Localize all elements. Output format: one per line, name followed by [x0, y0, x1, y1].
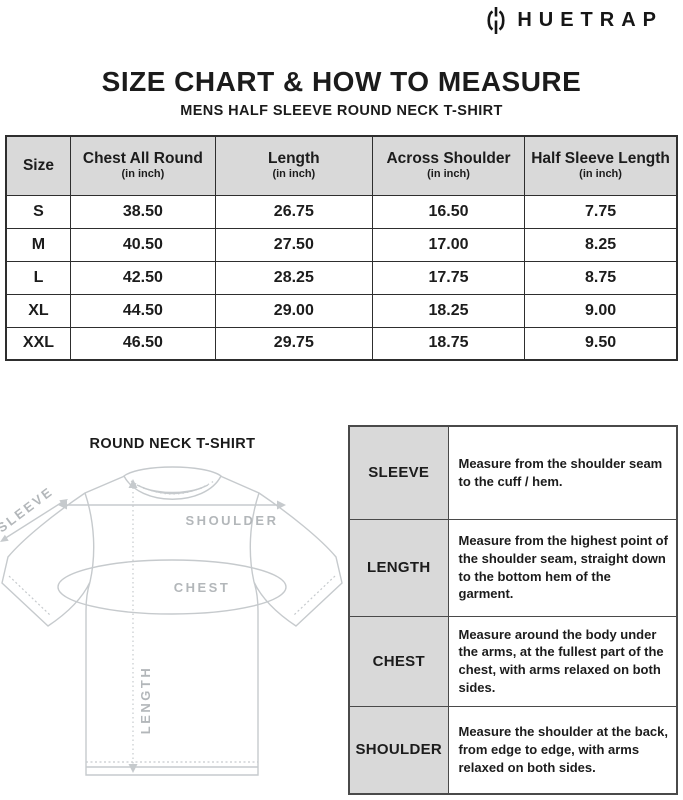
measure-description-cell: Measure around the body under the arms, …: [447, 615, 678, 707]
measure-label-cell: LENGTH: [348, 518, 449, 617]
length-arrow-top-icon: [128, 479, 138, 488]
size-table-header: Size Chest All Round (in inch) Length (in in…: [5, 135, 678, 196]
column-unit-label: (in inch): [579, 168, 622, 181]
size-cell: XXL: [5, 326, 71, 361]
measurement-cell: 9.00: [524, 293, 678, 328]
diagram-label-length: LENGTH: [138, 666, 153, 734]
size-table-row: XL 44.50 29.00 18.25 9.00: [5, 293, 678, 328]
measurement-cell: 38.50: [69, 194, 216, 229]
size-cell: L: [5, 260, 71, 295]
size-table-column-header: Chest All Round (in inch): [69, 135, 216, 196]
size-table-column-header: Length (in inch): [214, 135, 373, 196]
size-cell: XL: [5, 293, 71, 328]
diagram-title: ROUND NECK T-SHIRT: [89, 436, 256, 452]
size-table-row: S 38.50 26.75 16.50 7.75: [5, 194, 678, 229]
measure-table-row: SLEEVE Measure from the shoulder seam to …: [348, 425, 678, 520]
measurement-cell: 26.75: [214, 194, 373, 229]
column-unit-label: (in inch): [121, 168, 165, 181]
size-table-header-row: Size Chest All Round (in inch) Length (in in…: [5, 135, 678, 196]
sleeve-arrow-bottom-icon: [0, 534, 9, 542]
size-table-row: L 42.50 28.25 17.75 8.75: [5, 260, 678, 295]
brand-logo: HUETRAP: [484, 7, 663, 34]
size-table-row: M 40.50 27.50 17.00 8.25: [5, 227, 678, 262]
collar-inner-2: [142, 487, 203, 494]
measurement-cell: 7.75: [524, 194, 678, 229]
measurement-cell: 17.00: [371, 227, 526, 262]
measurement-cell: 29.75: [214, 326, 373, 361]
collar: [123, 466, 222, 500]
measure-table-row: SHOULDER Measure the shoulder at the back…: [348, 705, 678, 795]
measurement-cell: 16.50: [371, 194, 526, 229]
shoulder-arrow-right-icon: [277, 500, 286, 510]
column-label: Size: [22, 156, 54, 174]
measurement-cell: 28.25: [214, 260, 373, 295]
measure-table: SLEEVE Measure from the shoulder seam to …: [348, 425, 678, 795]
measurement-cell: 46.50: [69, 326, 216, 361]
size-table: Size Chest All Round (in inch) Length (in in…: [5, 135, 678, 361]
measure-label-cell: CHEST: [348, 615, 449, 707]
diagram-label-shoulder: SHOULDER: [186, 513, 279, 528]
measure-table-body: SLEEVE Measure from the shoulder seam to …: [348, 425, 678, 795]
measurement-cell: 17.75: [371, 260, 526, 295]
page-subtitle: MENS HALF SLEEVE ROUND NECK T-SHIRT: [180, 103, 503, 119]
measure-description-cell: Measure the shoulder at the back, from e…: [447, 705, 678, 795]
measurement-cell: 42.50: [69, 260, 216, 295]
size-table-column-header: Half Sleeve Length (in inch): [524, 135, 678, 196]
measurement-cell: 18.75: [371, 326, 526, 361]
sleeve-measure-line: [3, 500, 65, 540]
column-label: Length: [268, 150, 320, 168]
size-table-row: XXL 46.50 29.75 18.75 9.50: [5, 326, 678, 361]
left-cuff-stitch: [8, 575, 51, 616]
measurement-cell: 27.50: [214, 227, 373, 262]
size-table-column-header: Across Shoulder (in inch): [371, 135, 526, 196]
brand-name: HUETRAP: [517, 9, 663, 31]
page-title: SIZE CHART & HOW TO MEASURE: [101, 66, 582, 97]
right-cuff-stitch: [293, 575, 336, 616]
column-unit-label: (in inch): [272, 168, 316, 181]
measure-label-cell: SHOULDER: [348, 705, 449, 795]
measurement-cell: 29.00: [214, 293, 373, 328]
column-label: Half Sleeve Length: [531, 150, 670, 168]
measurement-cell: 8.75: [524, 260, 678, 295]
right-sleeve-seam: [249, 492, 260, 583]
measure-label-cell: SLEEVE: [348, 425, 449, 520]
measurement-cell: 40.50: [69, 227, 216, 262]
measure-description-cell: Measure from the highest point of the sh…: [447, 518, 678, 617]
diagram-label-chest: CHEST: [174, 580, 231, 595]
chest-measure-ellipse: [57, 559, 287, 615]
measurement-cell: 9.50: [524, 326, 678, 361]
measurement-cell: 18.25: [371, 293, 526, 328]
left-sleeve-seam: [84, 492, 95, 583]
measurement-cell: 8.25: [524, 227, 678, 262]
length-arrow-bottom-icon: [128, 764, 138, 773]
size-table-body: S 38.50 26.75 16.50 7.75 M 40.50 27.50 17.00 8.25…: [5, 194, 678, 361]
sleeve-arrow-top-icon: [59, 499, 68, 507]
tshirt-diagram: SLEEVE SHOULDER CHEST LENGTH: [0, 466, 343, 776]
size-cell: M: [5, 227, 71, 262]
huetrap-mark-icon: [487, 7, 505, 34]
size-table-column-header: Size: [5, 135, 71, 196]
measure-table-row: CHEST Measure around the body under the a…: [348, 615, 678, 707]
column-label: Chest All Round: [82, 150, 203, 168]
measurement-cell: 44.50: [69, 293, 216, 328]
measure-description-cell: Measure from the shoulder seam to the cu…: [447, 425, 678, 520]
size-cell: S: [5, 194, 71, 229]
measure-table-row: LENGTH Measure from the highest point of …: [348, 518, 678, 617]
column-unit-label: (in inch): [427, 168, 470, 181]
column-label: Across Shoulder: [386, 150, 511, 168]
tshirt-outline: [1, 467, 343, 776]
